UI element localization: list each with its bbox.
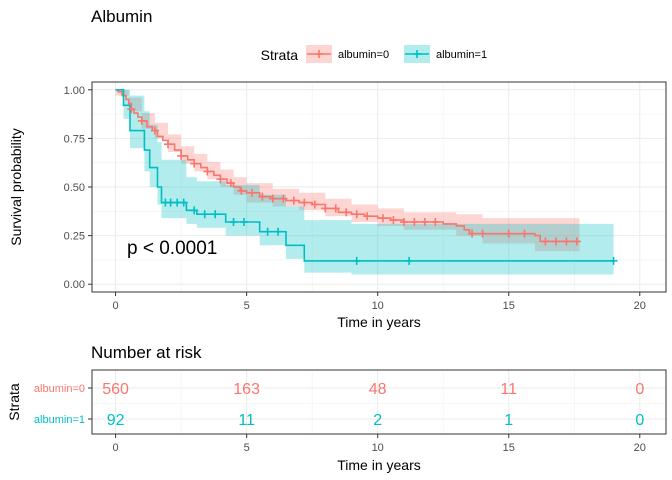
censor-mark [179,198,188,207]
risk-x-tick-label: 0 [113,442,119,454]
y-tick-label: 0.25 [64,231,85,243]
censor-mark [352,210,361,219]
censor-mark [190,159,199,168]
x-tick-label: 15 [503,300,515,312]
censor-mark [378,214,387,223]
legend-label: albumin=1 [436,49,487,61]
legend: Strata albumin=0 albumin=1 [261,45,487,63]
p-value-annotation: p < 0.0001 [127,238,217,259]
censor-mark [274,227,283,236]
censor-mark [164,140,173,149]
risk-x-tick-label: 20 [634,442,646,454]
censor-mark [572,237,581,246]
main-y-axis-label: Survival probability [8,128,24,246]
main-x-axis: 0 5 10 15 20 [113,292,646,312]
censor-mark [331,204,340,213]
x-tick-label: 0 [113,300,119,312]
risk-cell: 560 [102,381,129,398]
x-tick-label: 10 [372,300,384,312]
risk-table-cells: 560 163 48 11 0 92 11 2 1 0 [102,381,644,429]
censor-marks [127,105,618,265]
risk-x-tick-label: 10 [372,442,384,454]
censor-mark [268,194,277,203]
risk-y-axis: albumin=0 albumin=1 [34,383,92,426]
risk-row-label: albumin=1 [34,414,85,426]
censor-mark [211,210,220,219]
y-tick-label: 0.75 [64,133,85,145]
censor-mark [240,218,249,226]
censor-mark [310,200,319,209]
censor-mark [399,218,408,226]
censor-mark [352,256,361,265]
y-tick-label: 1.00 [64,85,85,97]
risk-cell: 0 [635,412,644,429]
x-tick-label: 5 [244,300,250,312]
main-y-axis: 0.00 0.25 0.50 0.75 1.00 [64,85,92,291]
censor-mark [342,208,351,217]
censor-mark [289,196,298,205]
censor-mark [190,206,199,215]
censor-mark [200,210,209,219]
risk-cell: 11 [238,412,255,429]
legend-item-albumin=1: albumin=1 [404,45,487,63]
y-tick-label: 0.00 [64,279,85,291]
confidence-band-albumin=1 [115,89,614,275]
censor-mark [203,167,212,176]
censor-mark [504,229,513,238]
censor-mark [279,194,288,203]
risk-y-axis-label: Strata [6,383,22,421]
risk-cell: 48 [369,381,387,398]
censor-mark [137,116,146,125]
risk-cell: 92 [107,412,125,429]
censor-mark [226,179,235,188]
risk-x-tick-label: 15 [503,442,515,454]
censor-mark [420,218,429,226]
censor-mark [127,105,136,114]
risk-cell: 163 [233,381,260,398]
censor-mark [237,186,246,195]
risk-x-axis: 0 5 10 15 20 [113,434,646,454]
censor-mark [410,218,419,226]
main-x-axis-label: Time in years [337,314,421,330]
main-chart-title: Albumin [91,7,152,26]
legend-item-albumin=0: albumin=0 [306,45,389,63]
legend-label: albumin=0 [338,49,389,61]
risk-panel-background [92,370,666,434]
censor-mark [263,227,272,236]
risk-row-label: albumin=0 [34,383,85,395]
censor-mark [177,151,186,160]
censor-mark [541,237,550,246]
censor-mark [562,237,571,246]
censor-mark [363,212,372,221]
censor-mark [216,175,225,184]
risk-cell: 2 [373,412,382,429]
risk-grid [92,370,666,434]
censor-mark [389,216,398,225]
risk-x-tick-label: 5 [244,442,250,454]
risk-cell: 11 [500,381,517,398]
censor-mark [300,198,309,207]
censor-mark [520,229,529,238]
risk-panel-border [91,369,667,435]
censor-mark [468,229,477,238]
censor-mark [150,126,159,135]
risk-x-axis-label: Time in years [337,457,421,473]
risk-cell: 0 [635,381,644,398]
legend-title: Strata [261,47,299,63]
censor-mark [247,188,256,197]
risk-table-title: Number at risk [91,343,202,362]
censor-mark [405,256,414,265]
censor-mark [478,229,487,238]
y-tick-label: 0.50 [64,182,85,194]
censor-mark [609,256,618,265]
main-grid [92,82,666,292]
censor-mark [258,192,267,201]
censor-mark [431,218,440,226]
x-tick-label: 20 [634,300,646,312]
censor-mark [229,218,238,226]
censor-mark [551,237,560,246]
censor-mark [321,204,330,213]
risk-cell: 1 [504,412,513,429]
